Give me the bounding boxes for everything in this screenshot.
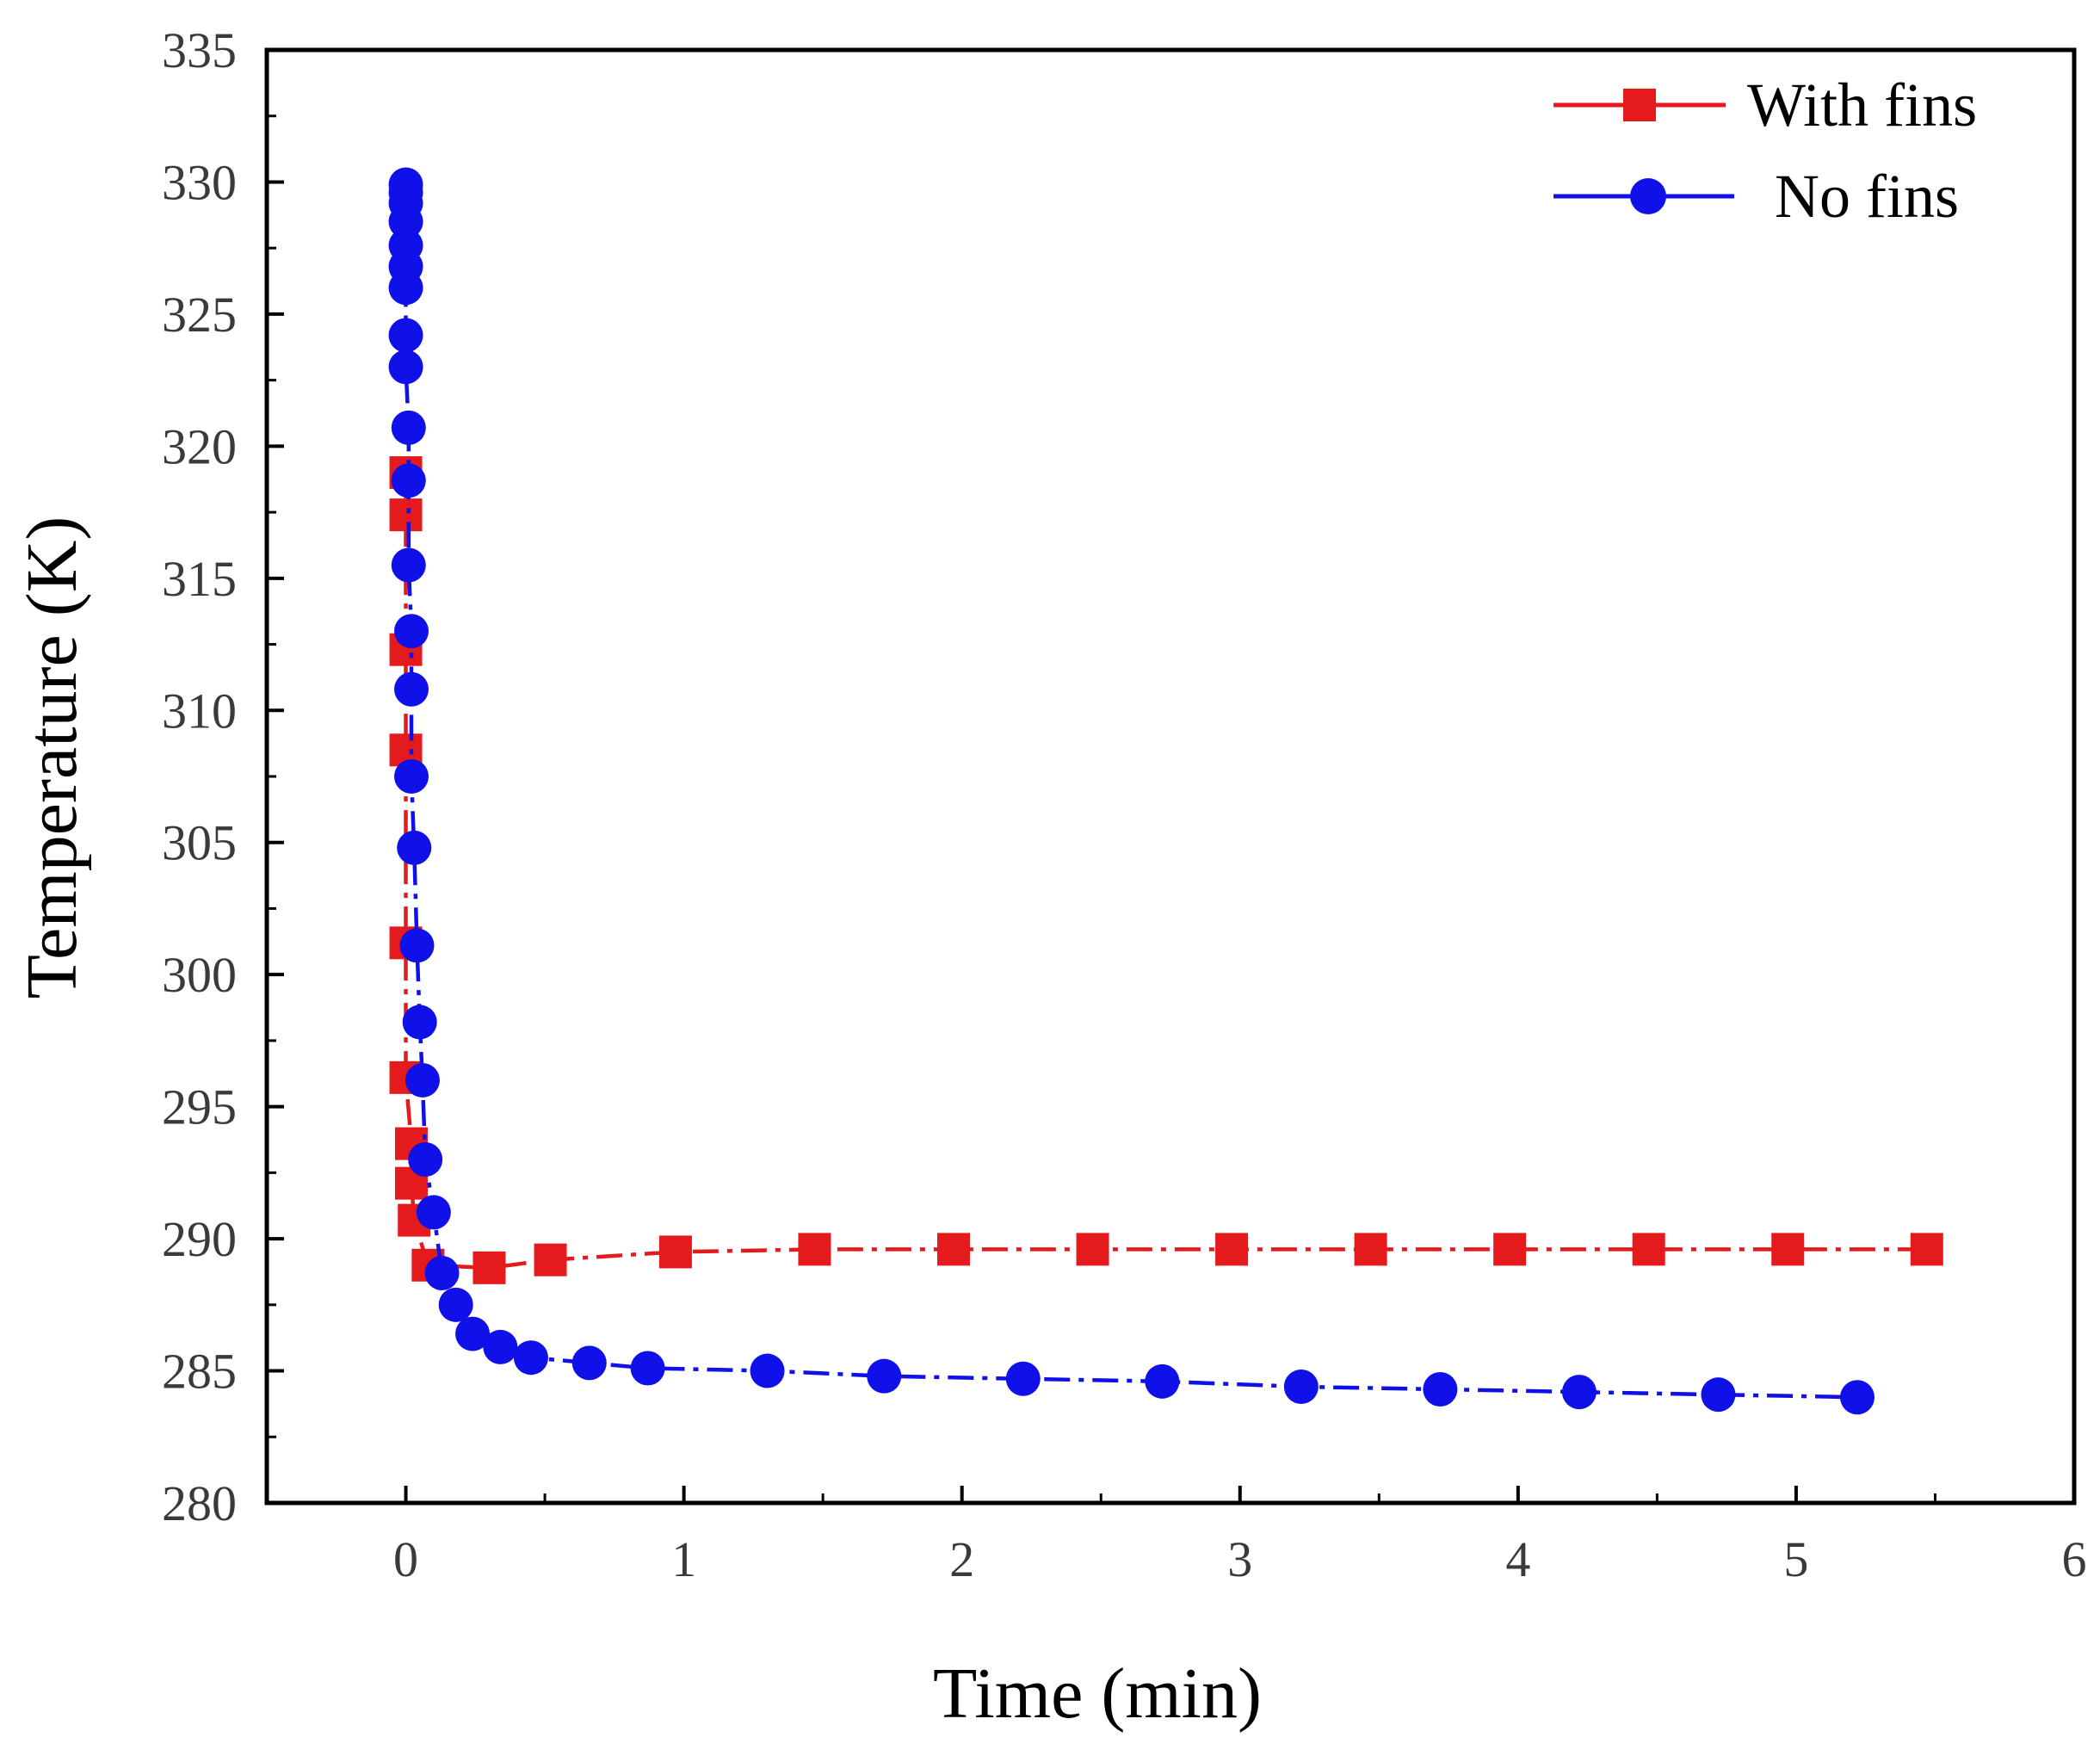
data-point-with-fins [658, 1235, 692, 1269]
data-point-with-fins [1215, 1233, 1249, 1266]
data-point-no-fins [867, 1358, 902, 1394]
x-tick-label: 2 [949, 1531, 974, 1587]
data-point-with-fins [472, 1251, 506, 1284]
data-point-no-fins [750, 1353, 785, 1388]
data-point-with-fins [534, 1243, 567, 1277]
data-point-no-fins [402, 1005, 437, 1040]
data-point-no-fins [388, 349, 423, 385]
data-point-no-fins [388, 204, 423, 239]
y-tick-label: 335 [162, 22, 237, 78]
data-point-with-fins [1076, 1233, 1109, 1266]
data-point-no-fins [1840, 1380, 1875, 1415]
x-tick-label: 6 [2062, 1531, 2087, 1587]
y-tick-label: 310 [162, 683, 237, 739]
y-tick-label: 315 [162, 551, 237, 607]
data-point-no-fins [424, 1255, 460, 1290]
y-tick-label: 290 [162, 1211, 237, 1267]
data-point-with-fins [1771, 1233, 1805, 1266]
data-point-no-fins [513, 1340, 548, 1376]
data-point-no-fins [391, 410, 426, 445]
data-point-no-fins [399, 928, 435, 963]
data-point-no-fins [394, 614, 429, 649]
y-tick-label: 325 [162, 287, 237, 343]
data-point-with-fins [798, 1233, 831, 1266]
data-point-no-fins [1423, 1372, 1458, 1407]
data-point-with-fins [389, 498, 423, 532]
data-point-no-fins [394, 671, 429, 707]
y-axis-title: Temperature (K) [12, 516, 92, 999]
series-layer [388, 167, 1943, 1415]
data-point-no-fins [394, 759, 429, 794]
data-point-no-fins [397, 830, 432, 865]
x-tick-label: 1 [671, 1531, 696, 1587]
y-tick-label: 320 [162, 418, 237, 474]
data-point-with-fins [1493, 1233, 1527, 1266]
y-tick-label: 295 [162, 1079, 237, 1135]
data-point-no-fins [1005, 1361, 1041, 1396]
x-axis-title: Time (min) [933, 1654, 1262, 1734]
y-tick-label: 300 [162, 947, 237, 1003]
data-point-no-fins [405, 1062, 440, 1098]
data-point-no-fins [455, 1316, 491, 1351]
data-point-no-fins [391, 463, 426, 498]
data-point-no-fins [483, 1329, 518, 1364]
data-point-no-fins [388, 318, 423, 353]
data-point-with-fins [1354, 1233, 1387, 1266]
x-tick-label: 3 [1227, 1531, 1252, 1587]
data-point-no-fins [1561, 1375, 1597, 1410]
data-point-no-fins [391, 547, 426, 583]
legend-marker-with-fins [1623, 89, 1656, 121]
data-point-no-fins [571, 1345, 607, 1381]
data-point-no-fins [1145, 1363, 1180, 1399]
y-tick-label: 305 [162, 815, 237, 871]
x-tick-label: 4 [1505, 1531, 1530, 1587]
y-tick-label: 285 [162, 1344, 237, 1400]
data-point-no-fins [438, 1287, 473, 1322]
ticks: 0 1 2 3 4 5 6 280 285 290 295 300 305 310 315 320 325 330… [162, 22, 2087, 1587]
data-point-no-fins [388, 270, 423, 306]
y-tick-label: 280 [162, 1475, 237, 1531]
x-tick-label: 0 [393, 1531, 418, 1587]
data-point-with-fins [937, 1233, 970, 1266]
x-tick-label: 5 [1783, 1531, 1808, 1587]
legend-marker-no-fins [1630, 178, 1666, 214]
legend: With fins No fins [1530, 52, 2066, 241]
y-tick-label: 330 [162, 154, 237, 210]
data-point-no-fins [1701, 1377, 1736, 1413]
data-point-no-fins [630, 1351, 665, 1386]
data-point-with-fins [1632, 1233, 1665, 1266]
legend-background [1530, 52, 2066, 241]
legend-label-no-fins: No fins [1775, 162, 1959, 231]
data-point-with-fins [1910, 1233, 1943, 1266]
data-point-no-fins [1283, 1369, 1319, 1404]
data-point-no-fins [408, 1142, 443, 1178]
legend-label-with-fins: With fins [1747, 71, 1977, 139]
data-point-no-fins [416, 1195, 451, 1230]
